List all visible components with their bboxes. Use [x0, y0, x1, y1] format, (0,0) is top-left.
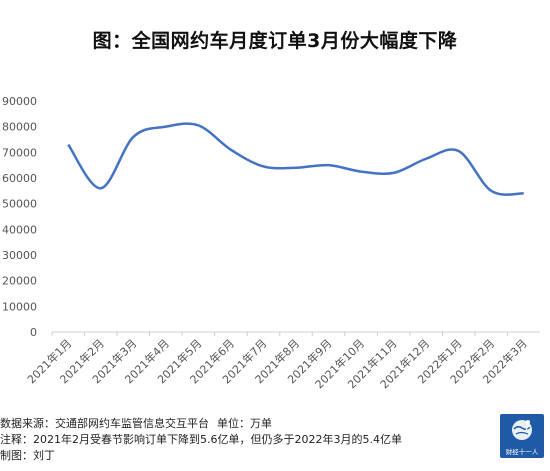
line-chart: 0 10000 20000 30000 40000 50000 60000 70000 8000… [2, 95, 540, 391]
source-line: 数据来源：交通部网约车监管信息交互平台 单位：万单 [0, 416, 500, 432]
y-tick-label: 80000 [2, 121, 37, 134]
y-axis-ticks: 0 10000 20000 30000 40000 50000 60000 70000 8000… [2, 95, 37, 339]
unit-label: 单位：万单 [217, 417, 272, 430]
y-tick-label: 0 [30, 326, 37, 339]
y-tick-label: 50000 [2, 198, 37, 211]
footer: 数据来源：交通部网约车监管信息交互平台 单位：万单 注释：2021年2月受春节影响… [0, 416, 500, 464]
x-axis-ticks: 2021年1月2021年2月2021年3月2021年4月2021年5月2021年… [24, 332, 530, 391]
author-line: 制图：刘丁 [0, 449, 55, 462]
series-group [67, 122, 524, 196]
y-tick-label: 40000 [2, 223, 37, 236]
chart-title: 图：全国网约车月度订单3月份大幅度下降 [92, 30, 458, 52]
note-line: 注释：2021年2月受春节影响订单下降到5.6亿单，但仍多于2022年3月的5.… [0, 433, 402, 446]
y-tick-label: 20000 [2, 275, 37, 288]
logo-text: 财经十一人 [505, 448, 539, 456]
series-line [67, 122, 524, 196]
y-tick-label: 70000 [2, 146, 37, 159]
y-tick-label: 30000 [2, 249, 37, 262]
globe-figure-icon [512, 420, 532, 440]
y-tick-label: 90000 [2, 95, 37, 108]
brand-logo: 财经十一人 [500, 414, 544, 458]
source-label: 数据来源：交通部网约车监管信息交互平台 [0, 417, 209, 430]
y-tick-label: 10000 [2, 300, 37, 313]
y-tick-label: 60000 [2, 172, 37, 185]
